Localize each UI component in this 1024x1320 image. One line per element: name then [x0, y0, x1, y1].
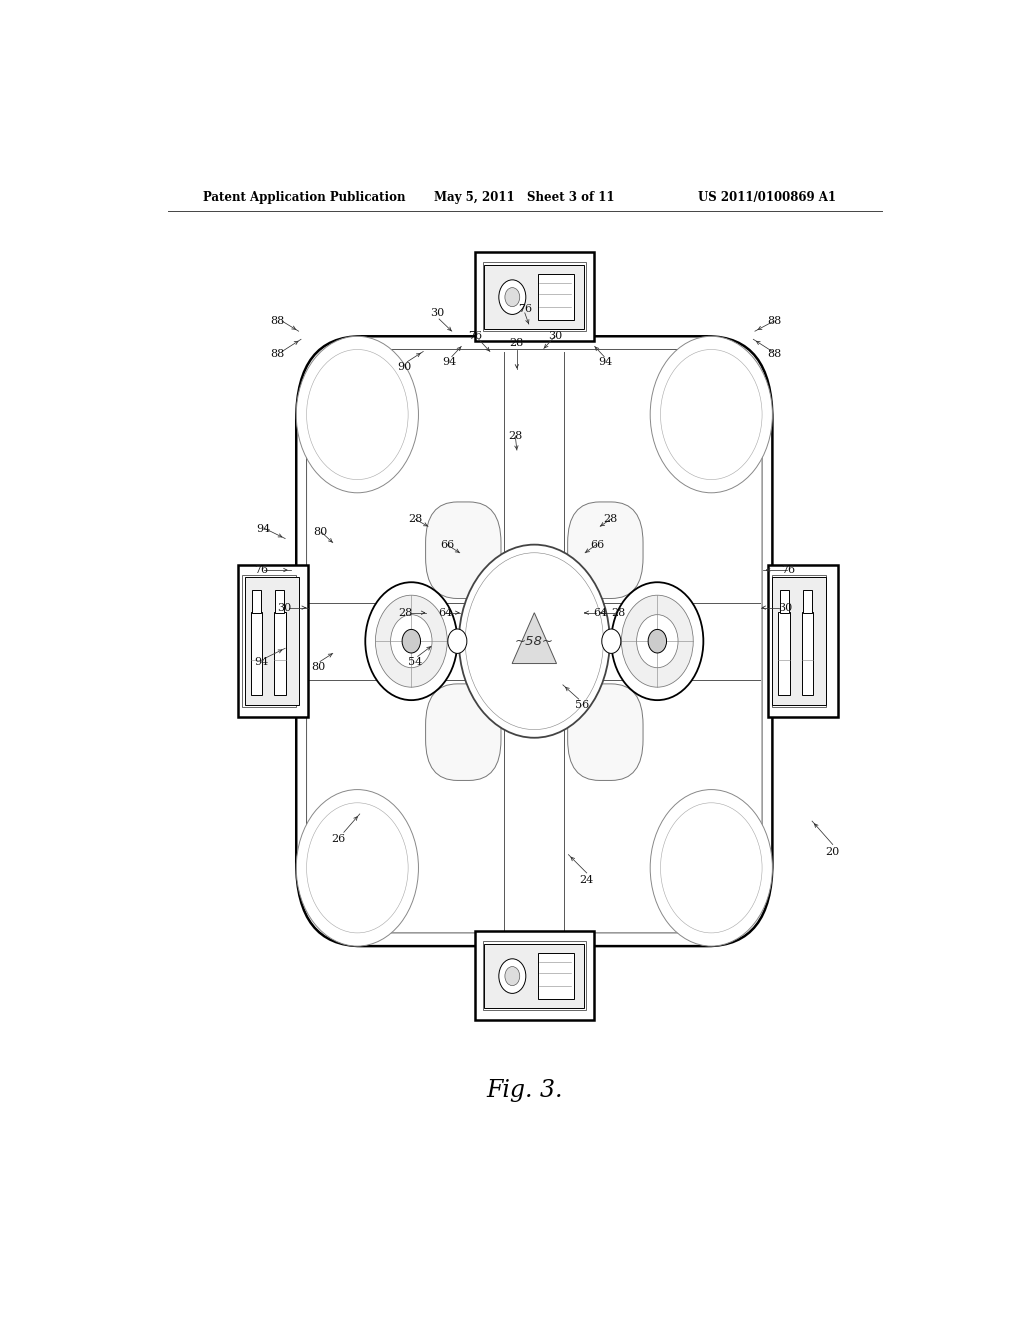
Text: 28: 28 [603, 515, 617, 524]
Text: 94: 94 [254, 656, 268, 667]
Bar [251, 611, 262, 694]
Text: Fig. 3.: Fig. 3. [486, 1078, 563, 1102]
Text: 30: 30 [278, 603, 292, 612]
Circle shape [611, 582, 703, 700]
Text: Patent Application Publication: Patent Application Publication [204, 190, 406, 203]
Bar [768, 565, 839, 718]
Text: 64: 64 [593, 607, 607, 618]
FancyBboxPatch shape [296, 337, 772, 946]
FancyBboxPatch shape [426, 502, 501, 598]
Text: 94: 94 [599, 356, 613, 367]
Bar [484, 944, 585, 1008]
Bar [273, 611, 286, 694]
Circle shape [648, 630, 667, 653]
Text: 20: 20 [825, 846, 840, 857]
Text: 76: 76 [518, 304, 531, 314]
Bar [482, 263, 586, 331]
Text: 94: 94 [256, 524, 270, 535]
Bar [803, 590, 812, 612]
Text: 30: 30 [778, 603, 793, 612]
Bar [772, 577, 826, 705]
Text: 76: 76 [469, 331, 482, 342]
Bar [484, 265, 585, 329]
Bar [778, 611, 791, 694]
Text: 88: 88 [270, 348, 285, 359]
Text: 94: 94 [442, 356, 457, 367]
Bar [772, 576, 826, 708]
Circle shape [376, 595, 447, 688]
Text: 64: 64 [438, 607, 453, 618]
Bar [475, 931, 594, 1020]
Circle shape [459, 545, 609, 738]
Circle shape [637, 615, 678, 668]
Text: 76: 76 [781, 565, 796, 576]
Circle shape [650, 337, 772, 492]
Text: 28: 28 [398, 607, 413, 618]
Bar [482, 941, 586, 1010]
Bar [539, 275, 574, 321]
Circle shape [390, 615, 432, 668]
Circle shape [296, 789, 419, 946]
Text: 80: 80 [311, 661, 326, 672]
Circle shape [499, 958, 525, 994]
FancyBboxPatch shape [567, 684, 643, 780]
Bar [539, 953, 574, 999]
Circle shape [622, 595, 693, 688]
Bar [779, 590, 790, 612]
Circle shape [499, 280, 525, 314]
FancyBboxPatch shape [567, 502, 643, 598]
Circle shape [602, 630, 621, 653]
Circle shape [505, 288, 520, 306]
Text: 88: 88 [270, 315, 285, 326]
Bar [239, 565, 308, 718]
Bar [245, 577, 299, 705]
Text: 28: 28 [510, 338, 524, 348]
Text: 26: 26 [331, 834, 345, 845]
Bar [475, 252, 594, 342]
Text: 28: 28 [409, 515, 423, 524]
Text: 66: 66 [440, 540, 455, 549]
Text: 24: 24 [580, 875, 594, 884]
Text: 28: 28 [508, 430, 522, 441]
Text: ~58~: ~58~ [515, 635, 554, 648]
Circle shape [402, 630, 421, 653]
Text: May 5, 2011   Sheet 3 of 11: May 5, 2011 Sheet 3 of 11 [433, 190, 614, 203]
Circle shape [447, 630, 467, 653]
Text: 76: 76 [254, 565, 268, 576]
Circle shape [296, 337, 419, 492]
Text: 28: 28 [611, 607, 626, 618]
Circle shape [366, 582, 458, 700]
Bar [802, 611, 813, 694]
Circle shape [505, 966, 520, 986]
Bar [275, 590, 285, 612]
Bar [243, 576, 296, 708]
Bar [252, 590, 261, 612]
Text: 30: 30 [430, 308, 444, 318]
Text: 90: 90 [397, 362, 412, 372]
Text: 56: 56 [574, 700, 589, 710]
Text: 54: 54 [409, 656, 423, 667]
Text: US 2011/0100869 A1: US 2011/0100869 A1 [697, 190, 836, 203]
Text: 80: 80 [313, 528, 328, 537]
Text: 30: 30 [548, 331, 562, 342]
Text: 88: 88 [768, 348, 782, 359]
FancyBboxPatch shape [426, 684, 501, 780]
Text: 88: 88 [768, 315, 782, 326]
Text: 66: 66 [591, 540, 605, 549]
Circle shape [650, 789, 772, 946]
Polygon shape [512, 612, 557, 664]
